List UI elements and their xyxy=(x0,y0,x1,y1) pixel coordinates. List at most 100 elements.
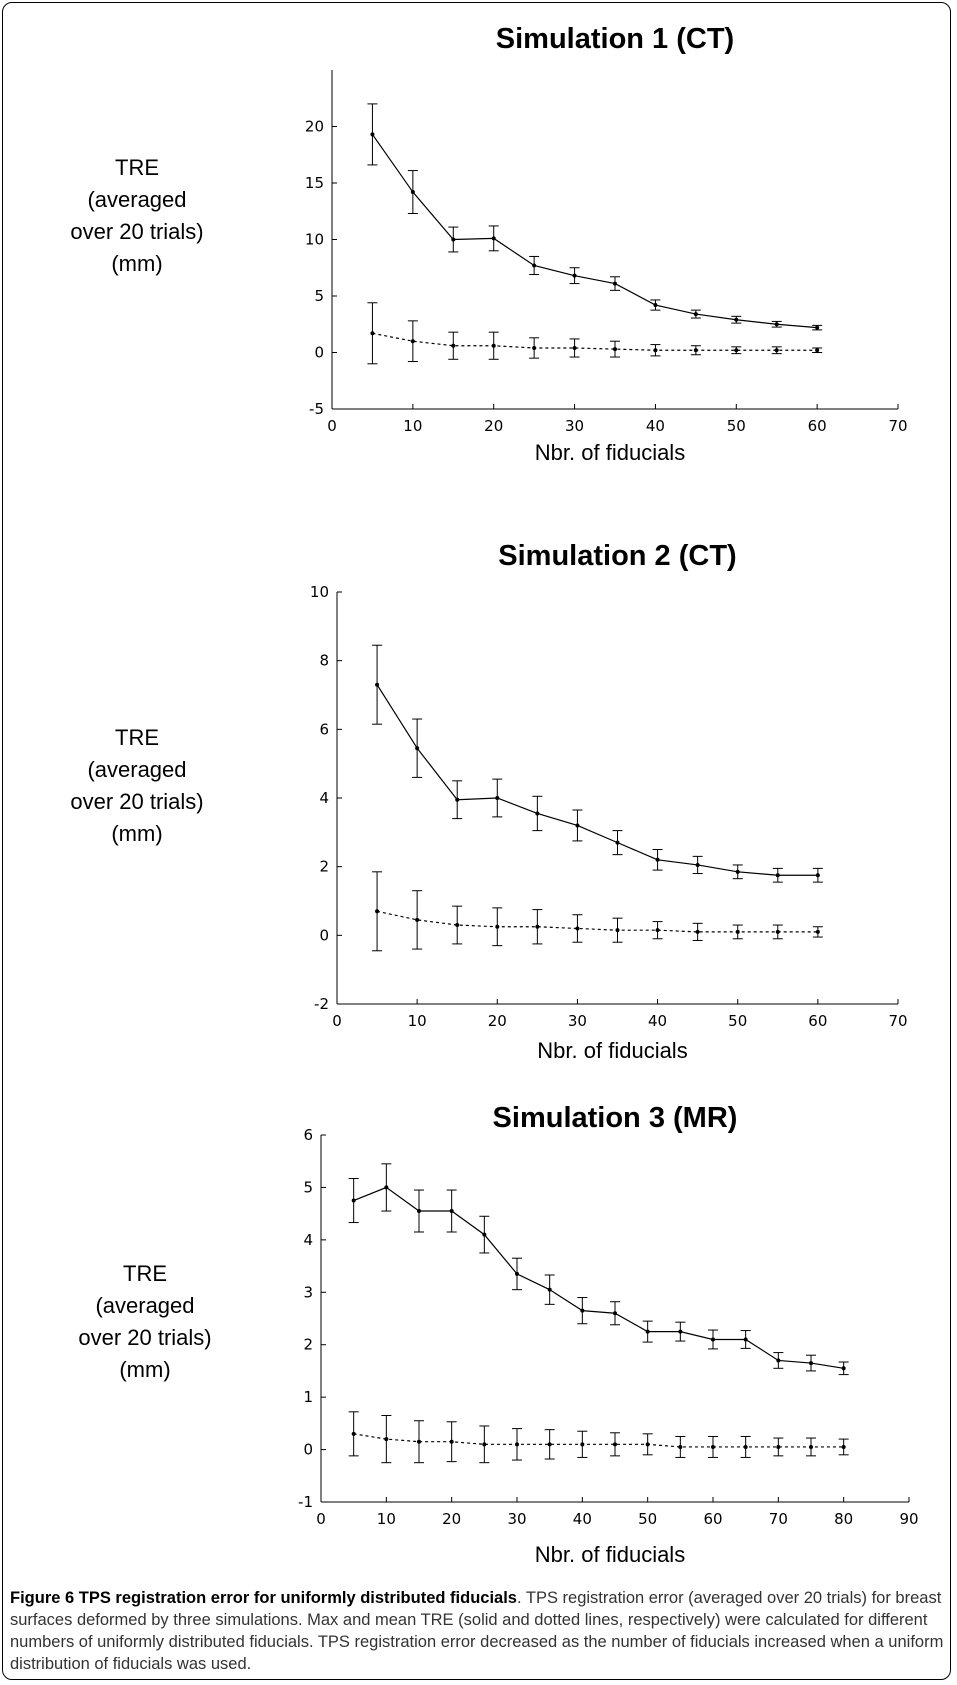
chart2-max-tre-point xyxy=(575,823,580,828)
chart2-y-label-line: over 20 trials) xyxy=(70,789,204,814)
chart2-x-tick-label: 10 xyxy=(408,1012,427,1030)
chart2-mean-tre-point xyxy=(615,928,620,933)
chart2-mean-tre-point xyxy=(735,929,740,934)
chart2-max-tre-point xyxy=(375,682,380,687)
chart2-y-tick-label: 0 xyxy=(319,926,329,944)
chart3-y-tick-label: 3 xyxy=(303,1283,313,1301)
chart2-max-tre-point xyxy=(415,746,420,751)
chart3-mean-tre-point xyxy=(449,1439,454,1444)
chart1-mean-tre-point xyxy=(734,348,739,353)
chart3-max-tre-point xyxy=(613,1311,617,1316)
chart2-x-tick-label: 60 xyxy=(808,1012,827,1030)
chart3-mean-tre-point xyxy=(809,1444,813,1449)
chart2-max-tre-point xyxy=(735,869,740,874)
chart1-y-tick-label: 15 xyxy=(305,174,324,192)
chart2-mean-tre-point xyxy=(695,929,700,934)
chart3-mean-tre-point xyxy=(776,1444,781,1449)
chart3-max-tre-point xyxy=(743,1337,748,1342)
chart3-x-tick-label: 10 xyxy=(377,1510,396,1528)
chart3-max-tre-point xyxy=(417,1209,421,1214)
chart3-mean-tre-point xyxy=(482,1442,487,1447)
chart1-y-label: TRE (averaged over 20 trials) (mm) xyxy=(22,152,252,280)
chart2-y-tick-label: 2 xyxy=(319,858,329,876)
chart2-x-tick-label: 0 xyxy=(332,1012,342,1030)
chart2-max-tre-point xyxy=(535,811,540,816)
chart1-mean-tre-point xyxy=(653,348,658,353)
chart3-y-label-line: over 20 trials) xyxy=(78,1325,212,1350)
chart2-mean-tre-point xyxy=(415,917,420,922)
chart3-mean-tre-point xyxy=(384,1437,389,1442)
chart2-y-tick-label: -2 xyxy=(314,995,329,1013)
chart1-max-tre-point xyxy=(410,190,415,195)
chart2-mean-tre-point xyxy=(575,926,580,931)
chart3-max-tre-point xyxy=(678,1329,683,1334)
chart1-x-label: Nbr. of fiducials xyxy=(535,440,685,465)
chart3-x-tick-label: 30 xyxy=(507,1510,526,1528)
chart2-y-tick-label: 8 xyxy=(319,652,329,670)
chart3-x-tick-label: 80 xyxy=(834,1510,853,1528)
chart3-mean-tre-point xyxy=(743,1444,748,1449)
chart2-mean-tre-point xyxy=(535,924,540,929)
chart2-mean-tre-point xyxy=(375,909,380,914)
chart3-max-tre-point xyxy=(841,1366,846,1371)
chart1-max-tre-point xyxy=(491,236,496,241)
chart1-mean-tre-point xyxy=(774,348,779,353)
chart3-mean-tre-point xyxy=(678,1444,683,1449)
chart2-mean-tre-point xyxy=(455,923,460,928)
chart1-max-tre-point xyxy=(532,263,537,268)
chart2-y-tick-label: 6 xyxy=(319,720,329,738)
chart3-y-label-line: (mm) xyxy=(119,1357,171,1382)
chart2-mean-tre-point xyxy=(655,928,660,933)
chart2-y-label-line: TRE xyxy=(115,725,159,750)
chart1-max-tre-point xyxy=(815,325,820,330)
chart3-mean-tre-point xyxy=(580,1442,585,1447)
chart1-x-tick-label: 60 xyxy=(808,417,827,435)
chart1-mean-tre-point xyxy=(491,343,496,348)
chart3-y-tick-label: -1 xyxy=(298,1493,313,1511)
chart3-y-label: TRE (averaged over 20 trials) (mm) xyxy=(30,1258,260,1386)
chart2-mean-tre-line xyxy=(376,910,818,933)
chart3-mean-tre-line xyxy=(353,1433,844,1448)
caption-text: . TPS registration error (averaged over … xyxy=(10,1589,944,1673)
chart2-mean-tre-point xyxy=(775,929,780,934)
chart3-mean-tre-point xyxy=(645,1442,650,1447)
chart1-x-tick-label: 40 xyxy=(646,417,665,435)
chart2-y-label: TRE (averaged over 20 trials) (mm) xyxy=(22,722,252,850)
chart1-max-tre-point xyxy=(572,273,577,278)
chart1-max-tre-point xyxy=(774,322,779,327)
chart2-title: Simulation 2 (CT) xyxy=(498,540,736,572)
chart3-max-tre-point xyxy=(351,1198,356,1203)
chart2-max-tre-point xyxy=(775,873,780,878)
chart1-y-tick-label: 10 xyxy=(305,231,324,249)
chart3-y-tick-label: 0 xyxy=(303,1441,313,1459)
chart3-max-tre-point xyxy=(776,1358,781,1363)
chart3-max-tre-point xyxy=(711,1337,715,1342)
chart2-max-tre-point xyxy=(695,862,700,867)
chart1-mean-tre-point xyxy=(532,345,537,350)
chart1-x-tick-label: 20 xyxy=(484,417,503,435)
chart1-y-label-line: over 20 trials) xyxy=(70,219,204,244)
chart3-mean-tre-point xyxy=(547,1442,552,1447)
chart1-y-tick-label: 5 xyxy=(314,287,324,305)
chart2-x-tick-label: 20 xyxy=(488,1012,507,1030)
chart3-mean-tre-point xyxy=(613,1442,617,1447)
chart3-max-tre-point xyxy=(482,1232,487,1237)
chart2-max-tre-point xyxy=(615,840,620,845)
chart2-x-tick-label: 30 xyxy=(568,1012,587,1030)
chart3-mean-tre-point xyxy=(417,1439,421,1444)
chart2-max-tre-point xyxy=(655,857,660,862)
chart3-max-tre-point xyxy=(449,1209,454,1214)
chart2-max-tre-point xyxy=(815,873,820,878)
chart3-x-tick-label: 40 xyxy=(573,1510,592,1528)
chart1-y-tick-label: 20 xyxy=(305,118,324,136)
chart3-x-tick-label: 90 xyxy=(899,1510,918,1528)
chart1-mean-tre-point xyxy=(572,345,577,350)
chart1-max-tre-point xyxy=(734,317,739,322)
chart2-x-tick-label: 50 xyxy=(728,1012,747,1030)
chart3-max-tre-point xyxy=(547,1287,552,1292)
chart2-mean-tre-point xyxy=(815,929,820,934)
chart3-max-tre-line xyxy=(353,1186,844,1369)
chart1-x-tick-label: 50 xyxy=(727,417,746,435)
chart3-y-tick-label: 5 xyxy=(303,1178,313,1196)
